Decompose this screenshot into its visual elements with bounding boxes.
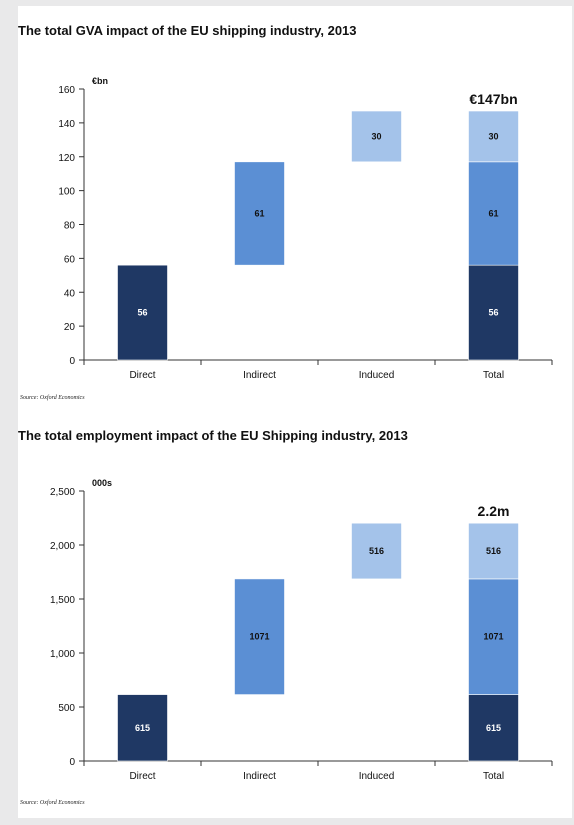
- bar-direct-direct: [117, 264, 168, 361]
- source-note-employment: Source: Oxford Economics: [20, 800, 85, 806]
- total-label: 2.2m: [478, 503, 510, 519]
- bar-value-label: 1071: [249, 632, 269, 642]
- bar-indirect-total: [468, 578, 519, 695]
- y-tick-label: 160: [58, 85, 75, 96]
- x-category-label: Total: [483, 370, 504, 381]
- y-tick-label: 0: [69, 757, 75, 768]
- employment-chart: 0 500 1,000 1,500 2,000 2,500 000s Direct Indire…: [50, 478, 553, 782]
- x-category-label: Direct: [129, 771, 155, 782]
- y-tick-label: 0: [69, 356, 75, 367]
- y-tick-label: 80: [64, 221, 76, 232]
- y-tick-label: 2,000: [50, 541, 75, 552]
- y-unit-label: €bn: [92, 76, 108, 86]
- bar-value-label: 1071: [483, 632, 503, 642]
- y-tick-label: 2,500: [50, 487, 75, 498]
- source-note-gva: Source: Oxford Economics: [20, 395, 85, 401]
- bar-value-label: 516: [486, 546, 501, 556]
- x-category-label: Indirect: [243, 771, 276, 782]
- x-category-label: Total: [483, 771, 504, 782]
- y-tick-label: 100: [58, 187, 75, 198]
- bar-direct-total: [468, 694, 519, 762]
- y-tick-label: 120: [58, 153, 75, 164]
- bar-value-label: 615: [135, 723, 150, 733]
- bar-induced-induced: [351, 110, 402, 163]
- x-category-label: Indirect: [243, 370, 276, 381]
- bar-value-label: 615: [486, 723, 501, 733]
- bar-indirect-total: [468, 161, 519, 266]
- bar-value-label: 30: [488, 131, 498, 141]
- bar-induced-total: [468, 522, 519, 580]
- chart-title-gva: The total GVA impact of the EU shipping …: [18, 23, 357, 38]
- x-category-label: Direct: [129, 370, 155, 381]
- y-tick-label: 40: [64, 288, 76, 299]
- y-tick-label: 60: [64, 254, 76, 265]
- bar-value-label: 56: [137, 308, 147, 318]
- y-tick-label: 140: [58, 119, 75, 130]
- y-tick-label: 500: [58, 703, 75, 714]
- bar-value-label: 516: [369, 546, 384, 556]
- bar-value-label: 61: [488, 208, 498, 218]
- y-tick-label: 1,000: [50, 649, 75, 660]
- bar-direct-total: [468, 264, 519, 361]
- bar-induced-total: [468, 110, 519, 163]
- bar-induced-induced: [351, 522, 402, 580]
- y-tick-label: 20: [64, 322, 76, 333]
- x-category-label: Induced: [359, 771, 395, 782]
- bar-value-label: 56: [488, 308, 498, 318]
- y-tick-label: 1,500: [50, 595, 75, 606]
- bar-indirect-indirect: [234, 161, 285, 266]
- bar-direct-direct: [117, 694, 168, 762]
- bar-value-label: 30: [371, 131, 381, 141]
- chart-title-employment: The total employment impact of the EU Sh…: [18, 428, 408, 443]
- gva-chart: 0 20 40 60 80 100 120 140 160 €bn Direct Indirect In…: [58, 76, 553, 381]
- bar-indirect-indirect: [234, 578, 285, 695]
- y-unit-label: 000s: [92, 478, 112, 488]
- bar-value-label: 61: [254, 208, 264, 218]
- x-category-label: Induced: [359, 370, 395, 381]
- total-label: €147bn: [469, 91, 517, 107]
